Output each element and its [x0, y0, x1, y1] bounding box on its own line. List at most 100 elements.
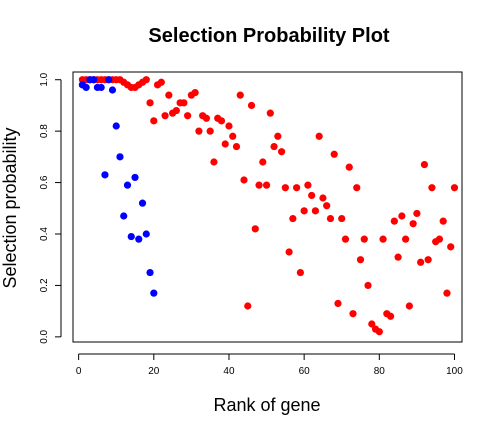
data-points [78, 76, 459, 336]
red-point [289, 214, 297, 223]
blue-point [142, 230, 150, 238]
blue-point [112, 122, 120, 130]
blue-point [82, 83, 90, 92]
red-point [293, 184, 301, 192]
chart-title: Selection Probability Plot [148, 25, 389, 47]
red-point [304, 181, 312, 189]
red-point [142, 76, 150, 84]
red-point [326, 214, 335, 223]
red-point [353, 184, 361, 192]
red-point [232, 142, 241, 151]
red-point [398, 212, 406, 220]
red-point [184, 112, 192, 120]
red-point [251, 225, 259, 233]
red-point [413, 209, 421, 218]
red-point [394, 253, 402, 261]
red-point [300, 207, 308, 215]
red-point [334, 299, 342, 308]
red-point [428, 184, 436, 192]
red-point [229, 132, 237, 140]
red-point [221, 140, 229, 148]
x-tick-label: 60 [299, 366, 311, 377]
y-axis-label: Selection probability [0, 127, 20, 288]
red-point [360, 235, 368, 243]
red-point [146, 99, 154, 107]
red-point [259, 158, 267, 166]
y-tick-label: 0.2 [39, 278, 50, 292]
red-point [323, 202, 331, 210]
red-point [405, 302, 413, 310]
plot-frame [72, 71, 463, 343]
red-point [281, 184, 289, 192]
red-point [386, 312, 395, 320]
y-tick-label: 0.6 [39, 175, 50, 189]
red-point [255, 181, 263, 189]
red-point [341, 235, 350, 243]
red-point [157, 78, 165, 86]
red-point [330, 150, 338, 158]
red-point [270, 142, 278, 151]
red-point [439, 217, 447, 225]
blue-point [105, 76, 113, 84]
red-point [424, 256, 432, 264]
red-point [161, 112, 169, 120]
red-point [266, 109, 274, 117]
red-point [191, 88, 199, 97]
red-point [180, 99, 188, 107]
y-tick-label: 0.8 [39, 124, 50, 138]
red-point [150, 117, 158, 125]
red-point [172, 106, 180, 115]
red-point [390, 217, 398, 225]
red-point [364, 281, 372, 290]
blue-point [120, 212, 128, 220]
red-point [244, 302, 252, 310]
x-tick-label: 40 [223, 366, 235, 377]
x-tick-label: 80 [374, 366, 386, 377]
blue-point [135, 235, 143, 243]
red-point [409, 220, 417, 228]
blue-point [131, 173, 139, 182]
red-point [417, 258, 425, 266]
blue-point [146, 268, 154, 277]
blue-point [138, 199, 147, 207]
y-tick-label: 0.4 [39, 227, 50, 241]
blue-point [116, 153, 124, 161]
red-point [420, 160, 429, 169]
red-point [195, 127, 203, 135]
red-point [311, 207, 320, 215]
red-point [345, 163, 353, 171]
red-point [368, 320, 376, 328]
y-tick-label: 1.0 [39, 72, 50, 86]
red-point [338, 214, 346, 223]
red-point [210, 158, 218, 166]
blue-point [123, 181, 132, 189]
y-tick-label: 0.0 [39, 329, 50, 343]
red-point [319, 194, 327, 202]
red-point [262, 181, 271, 189]
x-tick-label: 100 [446, 366, 463, 377]
x-axis-label: Rank of gene [213, 395, 320, 415]
red-point [285, 248, 293, 256]
red-point [296, 268, 304, 277]
red-point [402, 235, 410, 243]
red-point [247, 101, 256, 110]
red-point [240, 176, 248, 184]
red-point [379, 235, 387, 243]
red-point [375, 328, 383, 336]
blue-point [108, 86, 117, 94]
red-point [435, 235, 444, 243]
red-point [349, 310, 357, 318]
red-point [315, 132, 323, 140]
red-point [447, 243, 455, 251]
red-point [217, 117, 226, 125]
x-tick-label: 0 [76, 366, 82, 377]
red-point [277, 148, 286, 156]
blue-point [101, 171, 109, 179]
blue-point [90, 76, 98, 84]
axes: 0 20 40 60 80 100 0.0 0.2 0.4 0.6 0.8 1.0 [39, 71, 463, 377]
red-point [165, 91, 173, 99]
red-point [450, 184, 459, 192]
red-point [308, 191, 316, 200]
blue-point [97, 83, 105, 92]
